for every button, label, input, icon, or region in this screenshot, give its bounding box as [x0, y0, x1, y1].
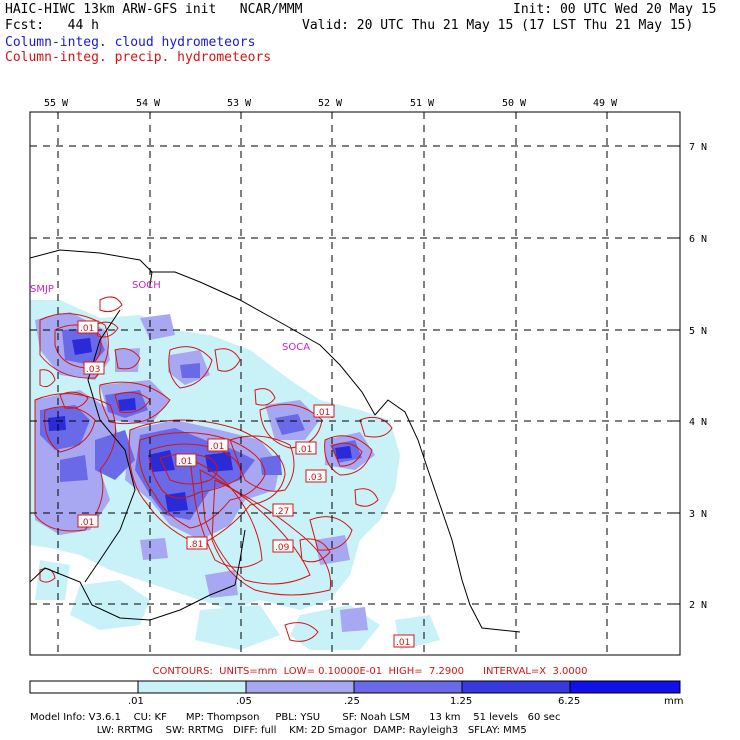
valid-time: Valid: 20 UTC Thu 21 May 15 (17 LST Thu … — [302, 18, 694, 33]
svg-text:.01: .01 — [298, 445, 312, 455]
contour-label-box: .01 — [295, 441, 317, 455]
colorbar-tick-label: 1.25 — [450, 696, 472, 707]
map-frame — [29, 111, 681, 656]
frame-ticks — [57, 112, 680, 605]
contour-label-box: .01 — [175, 453, 197, 467]
forecast-hour: Fcst: 44 h — [5, 18, 99, 33]
svg-text:.09: .09 — [275, 543, 290, 553]
svg-text:.81: .81 — [189, 540, 203, 550]
lat-label: 2 N — [689, 600, 707, 611]
cloud-field-label: Column-integ. cloud hydrometeors — [5, 35, 256, 50]
lat-label: 3 N — [689, 509, 707, 520]
lon-label: 52 W — [318, 98, 343, 109]
svg-text:.03: .03 — [308, 473, 322, 483]
svg-text:.01: .01 — [80, 324, 94, 334]
colorbar-tick-label: 6.25 — [558, 696, 580, 707]
lon-label: 50 W — [502, 98, 527, 109]
contour-label-box: .01 — [77, 514, 99, 528]
contour-label-box: .27 — [272, 503, 294, 517]
coastline — [29, 249, 521, 633]
lon-labels: 55 W 54 W 53 W 52 W 51 W 50 W 49 W — [44, 98, 618, 109]
colorbar-tick-label: .25 — [344, 696, 360, 707]
contour-label-box: .09 — [272, 539, 294, 553]
contour-label-box: .81 — [186, 536, 208, 550]
station-label: SOCA — [282, 342, 310, 353]
lat-label: 5 N — [689, 326, 707, 337]
contour-label-box: .01 — [393, 634, 415, 648]
lon-label: 51 W — [410, 98, 435, 109]
colorbar-segment — [353, 680, 463, 694]
svg-text:.01: .01 — [210, 442, 224, 452]
colorbar-segment — [245, 680, 355, 694]
lat-label: 7 N — [689, 142, 707, 153]
colorbar-segment — [569, 680, 681, 694]
precip-field-label: Column-integ. precip. hydrometeors — [5, 50, 272, 65]
lon-label: 53 W — [227, 98, 252, 109]
contour-label-box: .03 — [305, 469, 327, 483]
model-info-line1: Model Info: V3.6.1 CU: KF MP: Thompson P… — [30, 712, 561, 723]
contour-label-box: .01 — [313, 404, 335, 418]
lat-label: 4 N — [689, 417, 707, 428]
svg-text:.01: .01 — [396, 638, 410, 648]
colorbar-segment — [29, 680, 139, 694]
model-info-line2: LW: RRTMG SW: RRTMG DIFF: full KM: 2D Sm… — [30, 725, 527, 736]
station-label: SOCH — [132, 280, 161, 291]
lon-label: 55 W — [44, 98, 69, 109]
latlon-grid — [30, 112, 680, 655]
colorbar-segment — [137, 680, 247, 694]
station-labels: SMJP SOCH SOCA — [30, 280, 310, 353]
contours-info: CONTOURS: UNITS=mm LOW= 0.10000E-01 HIGH… — [152, 666, 588, 677]
contour-value-labels: .01 .03 .01 .01 .01 .01 .03 .01 .27 .81 … — [77, 320, 415, 648]
svg-text:.03: .03 — [86, 365, 100, 375]
lon-label: 54 W — [136, 98, 161, 109]
svg-text:.01: .01 — [178, 457, 192, 467]
contour-label-box: .01 — [77, 320, 99, 334]
colorbar-segment — [461, 680, 571, 694]
cloud-hydrometeor-shading — [30, 300, 440, 650]
colorbar-tick-labels: .01 .05 .25 1.25 6.25 mm — [128, 696, 683, 707]
model-title: HAIC-HIWC 13km ARW-GFS init NCAR/MMM — [5, 2, 303, 17]
lat-labels: 7 N 6 N 5 N 4 N 3 N 2 N — [689, 142, 707, 611]
colorbar-tick-label: .05 — [236, 696, 252, 707]
svg-text:.01: .01 — [80, 518, 94, 528]
colorbar-tick-label: .01 — [128, 696, 144, 707]
lat-label: 6 N — [689, 234, 707, 245]
color-scale-bar — [29, 680, 681, 694]
svg-text:.27: .27 — [275, 507, 289, 517]
station-label: SMJP — [30, 284, 54, 295]
contour-label-box: .01 — [207, 438, 229, 452]
svg-text:.01: .01 — [316, 408, 330, 418]
lon-label: 49 W — [593, 98, 618, 109]
contour-label-box: .03 — [83, 361, 105, 375]
init-time: Init: 00 UTC Wed 20 May 15 — [513, 2, 717, 17]
colorbar-unit: mm — [664, 696, 683, 707]
